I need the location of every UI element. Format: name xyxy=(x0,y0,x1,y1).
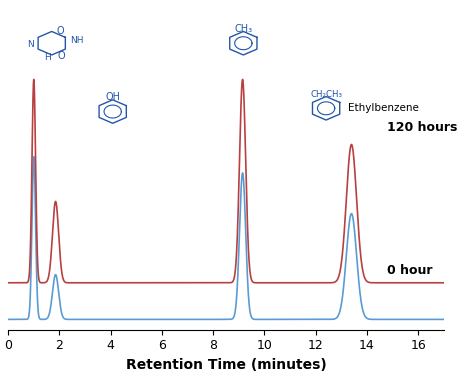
Text: NH: NH xyxy=(70,36,83,45)
Text: O: O xyxy=(57,26,64,36)
X-axis label: Retention Time (minutes): Retention Time (minutes) xyxy=(126,358,326,372)
Text: N: N xyxy=(27,40,33,49)
Text: 120 hours: 120 hours xyxy=(387,121,458,134)
Text: O: O xyxy=(57,51,65,61)
Text: H: H xyxy=(44,53,50,62)
Text: CH₂CH₃: CH₂CH₃ xyxy=(310,90,342,99)
Text: CH₃: CH₃ xyxy=(234,24,252,34)
Text: Ethylbenzene: Ethylbenzene xyxy=(348,103,419,113)
Text: OH: OH xyxy=(105,92,120,102)
Text: 0 hour: 0 hour xyxy=(387,264,433,277)
